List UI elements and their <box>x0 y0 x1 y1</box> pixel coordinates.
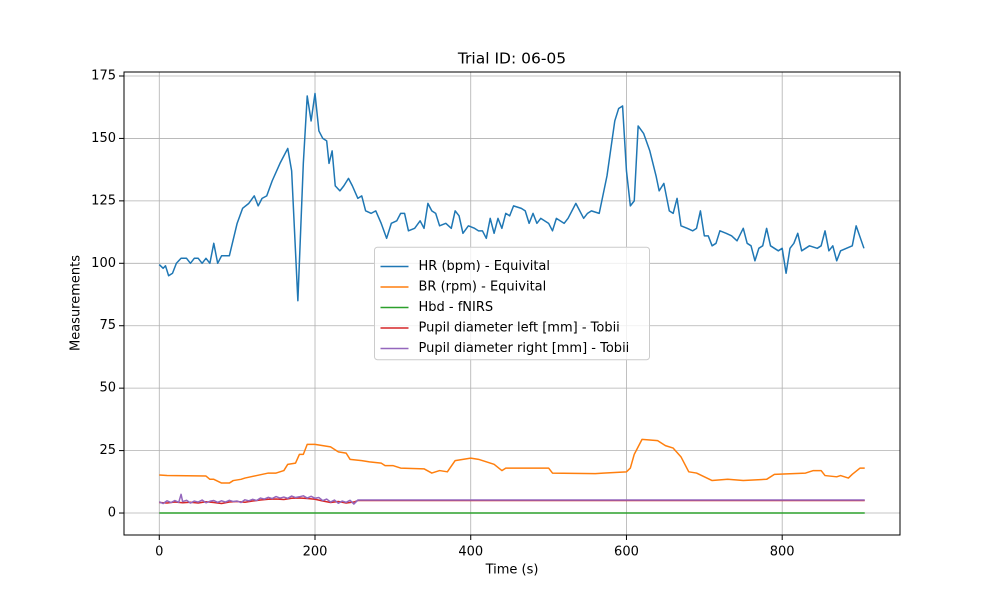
y-tick-label: 175 <box>91 68 116 83</box>
legend-label: Hbd - fNIRS <box>419 300 494 315</box>
data-line <box>158 92 865 302</box>
x-tick-label: 400 <box>458 545 483 560</box>
plot-frame <box>123 71 901 536</box>
y-tick-label: 100 <box>91 256 116 271</box>
chart-title: Trial ID: 06-05 <box>457 50 566 68</box>
x-tick-label: 800 <box>770 545 795 560</box>
data-line <box>158 493 865 505</box>
y-tick-label: 0 <box>108 506 116 521</box>
legend: HR (bpm) - Equivital BR (rpm) - Equivital… <box>374 246 650 361</box>
y-tick-label: 50 <box>99 381 116 396</box>
x-tick-label: 0 <box>155 545 163 560</box>
y-axis-label: Measurements <box>69 255 84 351</box>
x-tick-label: 200 <box>303 545 328 560</box>
legend-label: BR (rpm) - Equivital <box>419 280 547 295</box>
y-tick-label: 150 <box>91 131 116 146</box>
y-tick-label: 125 <box>91 193 116 208</box>
y-tick-label: 75 <box>99 318 116 333</box>
x-tick-label: 600 <box>614 545 639 560</box>
legend-label: Pupil diameter right [mm] - Tobii <box>419 341 630 356</box>
legend-frame <box>374 246 650 361</box>
y-tick-label: 25 <box>99 443 116 458</box>
legend-label: Pupil diameter left [mm] - Tobii <box>419 321 620 336</box>
x-axis-label: Time (s) <box>485 563 539 578</box>
legend-label: HR (bpm) - Equivital <box>419 259 551 274</box>
data-line <box>159 438 865 484</box>
